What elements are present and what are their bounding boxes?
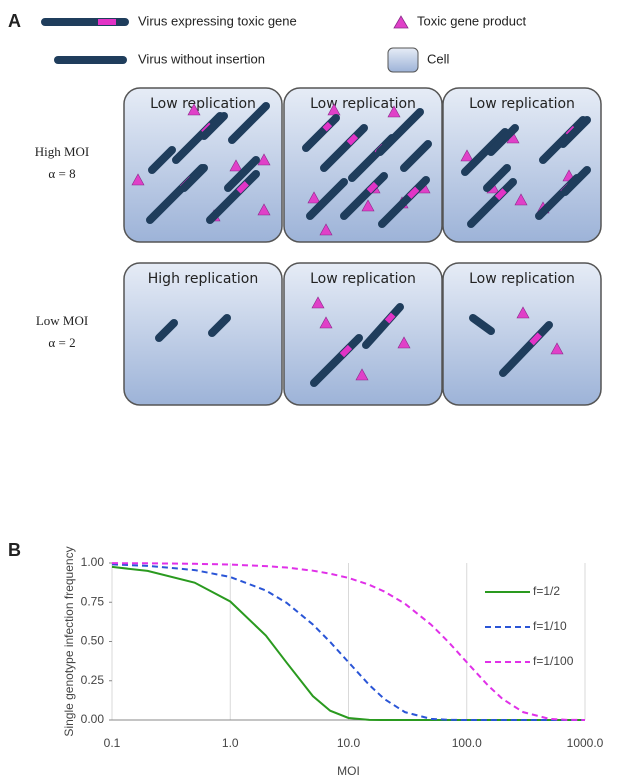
- virus: [461, 128, 509, 176]
- virus: [200, 112, 228, 140]
- virus: [148, 146, 176, 174]
- x-tick-label: 10.0: [337, 736, 361, 750]
- virus: [561, 166, 591, 196]
- virus: [228, 102, 270, 144]
- cell-label: Low replication: [310, 96, 416, 112]
- cell-body: [123, 262, 283, 406]
- legend-triangle: [393, 15, 409, 29]
- legend-text: Virus without insertion: [138, 51, 265, 66]
- virus: [378, 176, 430, 228]
- x-tick-label: 1.0: [222, 736, 239, 750]
- cell: Low replication: [283, 87, 443, 243]
- y-tick-label: 0.50: [81, 634, 105, 648]
- virus: [306, 178, 348, 220]
- toxic-product: [460, 149, 474, 162]
- row-label: Low MOI: [36, 313, 88, 328]
- toxic-product: [319, 223, 333, 236]
- legend-label: f=1/100: [533, 654, 574, 668]
- virus: [559, 116, 591, 148]
- y-tick-label: 0.00: [81, 712, 105, 726]
- legend-cell: [387, 47, 419, 73]
- toxic-product: [387, 105, 401, 118]
- toxic-product: [514, 193, 528, 206]
- toxic-product: [307, 191, 321, 204]
- virus: [400, 140, 432, 172]
- toxic-insert: [407, 186, 420, 199]
- legend-label: f=1/2: [533, 584, 560, 598]
- toxic-product: [319, 316, 333, 329]
- toxic-product: [355, 368, 369, 381]
- virus: [320, 124, 368, 172]
- virus: [302, 114, 340, 152]
- toxic-product: [257, 203, 271, 216]
- cell-body: [442, 262, 602, 406]
- toxic-product: [397, 336, 411, 349]
- toxic-insert: [494, 188, 507, 201]
- row-label: High MOI: [35, 144, 90, 159]
- legend-text: Virus expressing toxic gene: [138, 13, 297, 28]
- legend-text: Toxic gene product: [417, 13, 527, 28]
- toxic-product: [361, 199, 375, 212]
- cell: Low replication: [442, 262, 602, 406]
- virus: [467, 178, 517, 228]
- row-alpha: α = 2: [48, 335, 75, 350]
- virus: [208, 314, 231, 337]
- toxic-product: [187, 103, 201, 116]
- toxic-insert: [236, 181, 249, 194]
- toxic-insert: [346, 133, 359, 146]
- cell-label: Low replication: [469, 271, 575, 287]
- cell-label: Low replication: [310, 271, 416, 287]
- legend-label: f=1/10: [533, 619, 567, 633]
- toxic-product: [257, 153, 271, 166]
- y-axis-label: Single genotype infection frequency: [62, 546, 76, 736]
- cell: High replication: [123, 262, 283, 406]
- virus: [155, 319, 178, 342]
- virus: [206, 170, 260, 224]
- cell: Low replication: [123, 87, 283, 243]
- toxic-product: [550, 342, 564, 355]
- virus: [469, 314, 495, 335]
- y-tick-label: 0.75: [81, 594, 105, 608]
- y-tick-label: 1.00: [81, 555, 105, 569]
- cell-label: Low replication: [150, 96, 256, 112]
- toxic-insert: [366, 181, 379, 194]
- row-alpha: α = 8: [48, 166, 75, 181]
- cell-label: High replication: [148, 271, 258, 287]
- legend-text: Cell: [427, 51, 450, 66]
- cell-label: Low replication: [469, 96, 575, 112]
- toxic-product: [229, 159, 243, 172]
- toxic-insert: [529, 332, 542, 346]
- series-line: [111, 562, 586, 721]
- x-tick-label: 100.0: [452, 736, 482, 750]
- x-tick-label: 1000.0: [567, 736, 604, 750]
- virus: [376, 108, 424, 156]
- virus: [180, 164, 208, 192]
- x-axis-label: MOI: [337, 764, 360, 778]
- cell: Low replication: [283, 262, 443, 406]
- toxic-insert: [339, 344, 353, 358]
- virus: [487, 124, 519, 156]
- virus: [310, 334, 363, 387]
- cell: Low replication: [442, 87, 602, 243]
- virus: [483, 164, 511, 192]
- virus: [499, 321, 553, 377]
- panel-label: A: [8, 11, 21, 31]
- virus: [224, 156, 260, 192]
- y-tick-label: 0.25: [81, 673, 105, 687]
- toxic-insert: [384, 312, 396, 324]
- series-line: [111, 563, 585, 721]
- panel-label: B: [8, 540, 21, 560]
- cell-body: [442, 87, 602, 243]
- virus: [362, 303, 404, 349]
- x-tick-label: 0.1: [104, 736, 121, 750]
- toxic-product: [131, 173, 145, 186]
- toxic-product: [516, 306, 530, 319]
- virus: [340, 172, 388, 220]
- toxic-product: [311, 296, 325, 309]
- toxic-insert: [322, 121, 333, 132]
